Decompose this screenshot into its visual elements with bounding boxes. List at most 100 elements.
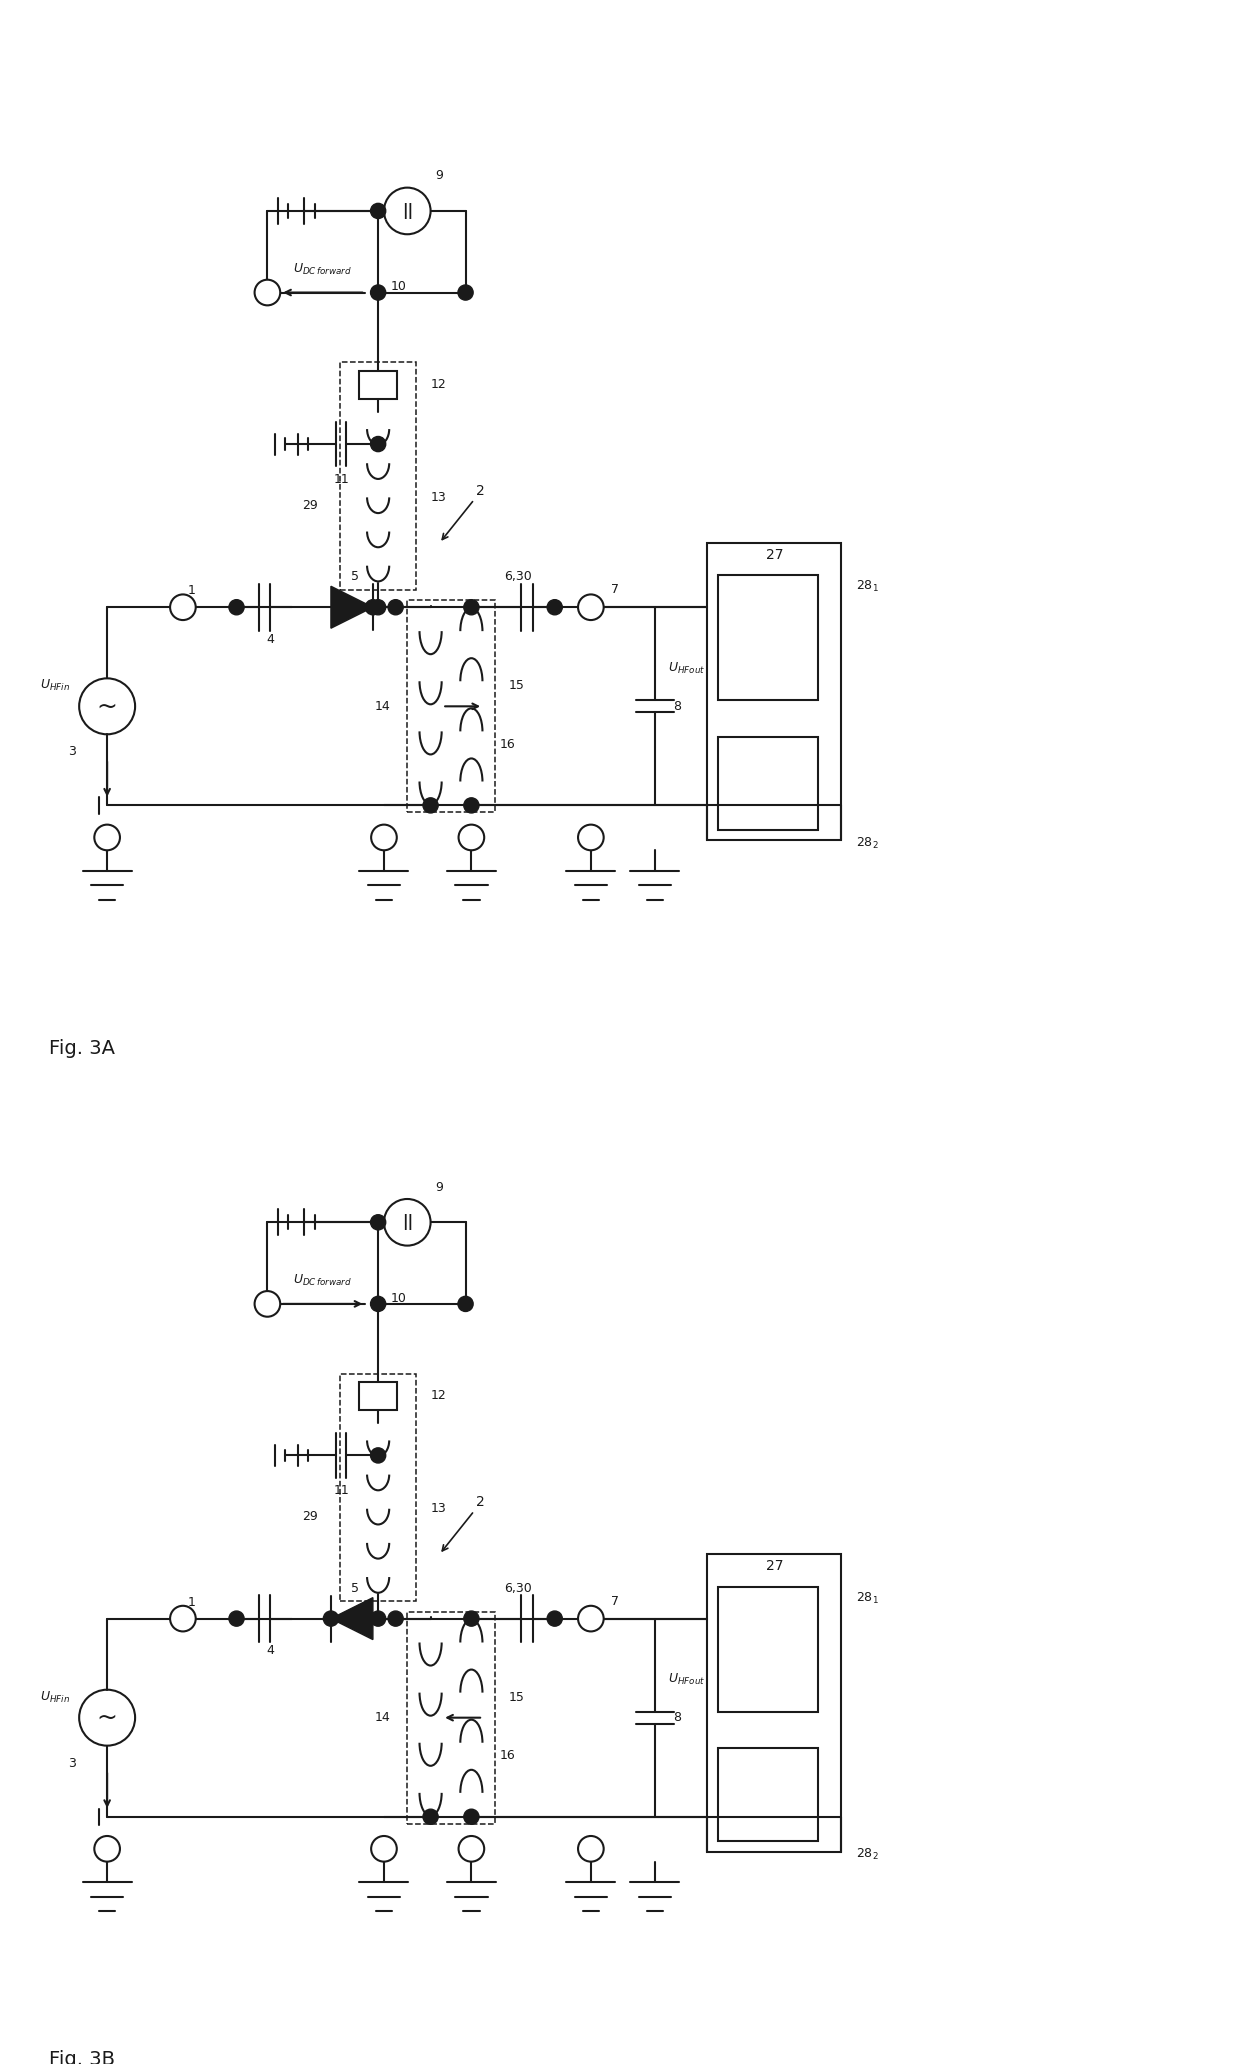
Circle shape <box>94 1837 120 1862</box>
Text: ||: || <box>402 202 413 219</box>
Circle shape <box>459 826 484 850</box>
Text: 12: 12 <box>430 378 446 390</box>
Circle shape <box>229 1612 244 1626</box>
Circle shape <box>366 601 381 615</box>
Text: $28_2$: $28_2$ <box>857 836 879 850</box>
Text: 15: 15 <box>508 679 525 691</box>
Circle shape <box>464 1810 479 1825</box>
Text: $U_{HFout}$: $U_{HFout}$ <box>668 1672 706 1688</box>
Circle shape <box>371 1447 386 1463</box>
Text: 13: 13 <box>430 1503 446 1515</box>
Circle shape <box>371 1216 386 1230</box>
Circle shape <box>254 1292 280 1317</box>
Text: ~: ~ <box>97 694 118 718</box>
Polygon shape <box>331 1598 373 1639</box>
Text: 8: 8 <box>673 1711 681 1723</box>
Bar <box>340 1375 415 1602</box>
Circle shape <box>423 799 438 813</box>
Circle shape <box>458 1296 474 1311</box>
Text: $U_{DC\,forward}$: $U_{DC\,forward}$ <box>293 262 352 277</box>
Text: 14: 14 <box>374 1711 391 1723</box>
Circle shape <box>547 601 562 615</box>
Circle shape <box>254 281 280 305</box>
Circle shape <box>459 1837 484 1862</box>
Polygon shape <box>331 586 373 627</box>
Text: 10: 10 <box>391 281 407 293</box>
Text: 15: 15 <box>508 1690 525 1703</box>
Circle shape <box>388 601 403 615</box>
Text: 4: 4 <box>267 1645 274 1657</box>
Text: 4: 4 <box>267 634 274 646</box>
Text: 8: 8 <box>673 700 681 712</box>
Text: 29: 29 <box>303 499 317 512</box>
Circle shape <box>170 594 196 619</box>
Circle shape <box>371 601 386 615</box>
Circle shape <box>229 601 244 615</box>
Text: Fig. 3A: Fig. 3A <box>48 1038 115 1057</box>
Text: 27: 27 <box>765 1558 784 1573</box>
Circle shape <box>170 1606 196 1631</box>
Text: 13: 13 <box>430 491 446 504</box>
Circle shape <box>423 1810 438 1825</box>
Bar <box>707 1554 842 1851</box>
Text: 6,30: 6,30 <box>505 570 532 584</box>
Text: 9: 9 <box>435 169 443 182</box>
Circle shape <box>464 1612 479 1626</box>
Circle shape <box>371 436 386 452</box>
Text: 5: 5 <box>351 570 358 584</box>
Bar <box>407 1612 495 1825</box>
Circle shape <box>324 1612 339 1626</box>
Text: $U_{HFout}$: $U_{HFout}$ <box>668 660 706 677</box>
Circle shape <box>578 1837 604 1862</box>
Circle shape <box>94 826 120 850</box>
Text: $U_{DC\,forward}$: $U_{DC\,forward}$ <box>293 1273 352 1288</box>
Text: 5: 5 <box>351 1581 358 1595</box>
Text: 11: 11 <box>334 1484 350 1496</box>
Text: 27: 27 <box>765 547 784 561</box>
Bar <box>718 1748 818 1841</box>
Text: 16: 16 <box>500 737 516 751</box>
Circle shape <box>578 826 604 850</box>
Bar <box>718 576 818 700</box>
Bar <box>718 737 818 830</box>
Circle shape <box>371 826 397 850</box>
Text: 1: 1 <box>187 1595 196 1608</box>
Text: ~: ~ <box>97 1705 118 1730</box>
Circle shape <box>464 601 479 615</box>
Text: 29: 29 <box>303 1511 317 1523</box>
Text: 16: 16 <box>500 1748 516 1763</box>
Circle shape <box>371 204 386 219</box>
Text: 10: 10 <box>391 1292 407 1304</box>
Circle shape <box>371 285 386 299</box>
Text: 11: 11 <box>334 473 350 485</box>
Circle shape <box>464 799 479 813</box>
Circle shape <box>371 1296 386 1311</box>
Bar <box>718 1587 818 1711</box>
Bar <box>340 363 415 590</box>
Text: 7: 7 <box>611 1595 619 1608</box>
Text: 3: 3 <box>68 1756 76 1769</box>
Text: $U_{HFin}$: $U_{HFin}$ <box>40 679 69 694</box>
Text: 3: 3 <box>68 745 76 757</box>
Circle shape <box>578 594 604 619</box>
Text: 7: 7 <box>611 584 619 596</box>
Text: $28_2$: $28_2$ <box>857 1847 879 1862</box>
Text: 9: 9 <box>435 1181 443 1193</box>
Bar <box>360 1383 397 1410</box>
Text: $U_{HFin}$: $U_{HFin}$ <box>40 1690 69 1705</box>
Text: $28_1$: $28_1$ <box>857 580 879 594</box>
Text: $28_1$: $28_1$ <box>857 1591 879 1606</box>
Text: 2: 2 <box>476 1494 485 1509</box>
Text: ||: || <box>402 1214 413 1230</box>
Circle shape <box>371 1837 397 1862</box>
Bar <box>407 601 495 813</box>
Circle shape <box>371 1612 386 1626</box>
Text: 1: 1 <box>187 584 196 596</box>
Text: 14: 14 <box>374 700 391 712</box>
Circle shape <box>578 1606 604 1631</box>
Text: 12: 12 <box>430 1389 446 1401</box>
Bar <box>707 543 842 840</box>
Text: 6,30: 6,30 <box>505 1581 532 1595</box>
Circle shape <box>388 1612 403 1626</box>
Text: 2: 2 <box>476 483 485 497</box>
